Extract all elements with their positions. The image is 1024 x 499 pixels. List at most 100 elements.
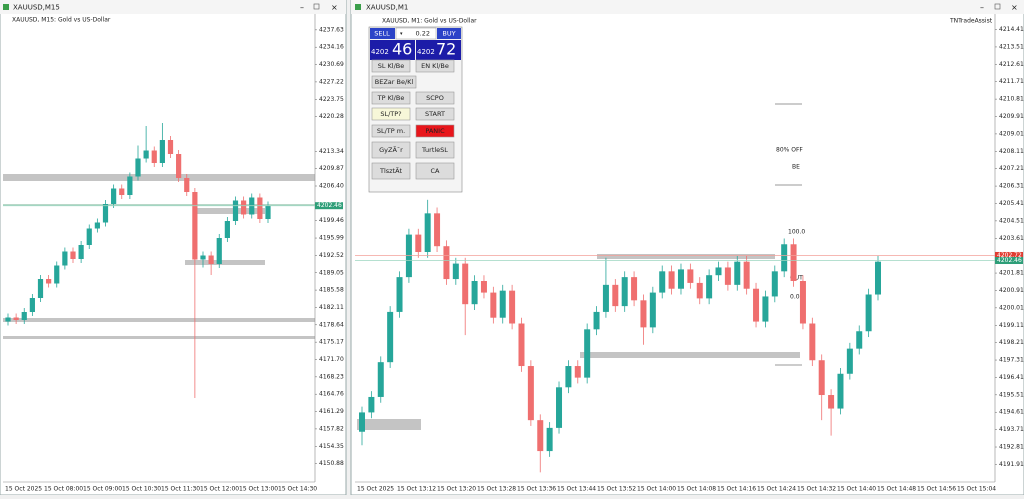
candle-body (612, 284, 619, 307)
panel-button[interactable]: EN Kl/Be (415, 59, 455, 73)
x-tick-label: 15 Oct 14:30 (278, 486, 317, 493)
candle-body (753, 288, 760, 322)
candle-body (537, 420, 544, 452)
candle-body (151, 150, 157, 163)
y-tick-label: 4220.28 (319, 113, 344, 120)
candle-body (86, 228, 92, 245)
button-bg[interactable] (415, 107, 455, 121)
buy-button[interactable] (437, 28, 461, 39)
candle-body (865, 294, 872, 332)
candle-body (584, 329, 591, 378)
button-bg[interactable] (415, 59, 455, 73)
panel-button[interactable]: PANIC (415, 124, 455, 138)
sell-button[interactable] (370, 28, 395, 39)
close[interactable]: × (331, 3, 338, 12)
y-tick-label: 4212.61 (999, 61, 1024, 68)
y-tick-label: 4198.21 (999, 339, 1024, 346)
candle-body (46, 279, 52, 284)
panel-button[interactable]: SCPO (415, 91, 455, 105)
y-tick-label: 4200.91 (999, 287, 1024, 294)
ask-price-box[interactable] (416, 40, 461, 60)
candle-body (111, 188, 117, 204)
panel-button[interactable]: TurtleSL (415, 141, 455, 159)
candle-body (837, 373, 844, 409)
x-tick-label: 15 Oct 14:56 (917, 486, 956, 493)
panel-button[interactable]: CA (415, 162, 455, 180)
annotation: 100.0 (788, 229, 805, 236)
button-label: GyZÃ¯r (379, 145, 403, 154)
y-tick-label: 4204.51 (999, 217, 1024, 224)
button-bg[interactable] (415, 124, 455, 138)
lot-arrow[interactable]: ▾ (400, 31, 403, 37)
bid-big: 4202 (371, 48, 389, 56)
button-label: CA (431, 167, 441, 175)
annotation: 80% OFF (776, 147, 803, 154)
left-window (0, 0, 347, 496)
lot-input[interactable] (395, 27, 437, 40)
button-bg[interactable] (371, 124, 411, 138)
candle-body (471, 280, 478, 305)
y-tick-label: 4171.70 (319, 356, 344, 363)
candle-body (724, 267, 731, 285)
y-tick-label: 4209.01 (999, 130, 1024, 137)
candle-body (70, 251, 76, 259)
x-tick-label: 15 Oct 14:08 (677, 486, 716, 493)
candle-body (518, 323, 525, 367)
candle-body (490, 292, 497, 318)
button-bg[interactable] (371, 141, 411, 159)
panel-button[interactable]: GyZÃ¯r (371, 141, 411, 159)
x-tick-label: 15 Oct 11:30 (161, 486, 200, 493)
candle-body (452, 263, 459, 280)
panel-button[interactable]: SL/TP? (371, 107, 411, 121)
chart-label: XAUUSD, M15: Gold vs US-Dollar (12, 17, 111, 24)
window-icon (355, 4, 361, 10)
candle-body (621, 277, 628, 307)
panel-button[interactable]: START (415, 107, 455, 121)
y-tick-label: 4199.46 (319, 217, 344, 224)
y-tick-label: 4227.22 (319, 78, 344, 85)
candle-body (799, 280, 806, 324)
candle-body (527, 366, 534, 421)
panel-button[interactable]: TP Kl/Be (371, 91, 411, 105)
candle-body (649, 292, 656, 328)
y-tick-label: 4161.29 (319, 408, 344, 415)
x-tick-label: 15 Oct 14:16 (717, 486, 756, 493)
panel-button[interactable]: SL/TP m. (371, 124, 411, 138)
button-bg[interactable] (371, 91, 411, 105)
window-icon (3, 4, 9, 10)
panel-button[interactable]: SL Kl/Be (371, 59, 411, 73)
y-tick-label: 4213.34 (319, 148, 344, 155)
y-tick-label: 4194.61 (999, 409, 1024, 416)
candle-body (602, 284, 609, 312)
panel-button[interactable]: TlsztÃ­t (371, 162, 411, 180)
button-bg[interactable] (371, 162, 411, 180)
candle-body (574, 366, 581, 378)
close[interactable]: × (1011, 3, 1018, 12)
x-tick-label: 15 Oct 14:24 (757, 486, 796, 493)
level-band (357, 419, 421, 430)
candle-body (546, 427, 553, 452)
left-title-bar[interactable] (0, 0, 346, 14)
maximize[interactable] (313, 3, 320, 10)
panel-button[interactable]: BEZar Be/Kl (371, 75, 417, 89)
candle-body (443, 246, 450, 280)
button-bg[interactable] (371, 59, 411, 73)
candle-body (715, 267, 722, 276)
y-tick-label: 4164.76 (319, 391, 344, 398)
minimize[interactable]: – (980, 3, 984, 12)
maximize[interactable] (994, 3, 1001, 10)
button-bg[interactable] (415, 162, 455, 180)
candle-body (593, 311, 600, 330)
right-title-bar[interactable] (351, 0, 1024, 14)
candle-body (659, 271, 666, 293)
minimize[interactable]: – (300, 3, 304, 12)
y-tick-label: 4178.64 (319, 321, 344, 328)
button-bg[interactable] (371, 75, 417, 89)
button-bg[interactable] (415, 141, 455, 159)
button-bg[interactable] (415, 91, 455, 105)
button-bg[interactable] (371, 107, 411, 121)
candle-body (668, 271, 675, 289)
candle-body (631, 277, 638, 301)
candle-body (241, 200, 247, 215)
bid-price-box[interactable] (370, 40, 415, 60)
